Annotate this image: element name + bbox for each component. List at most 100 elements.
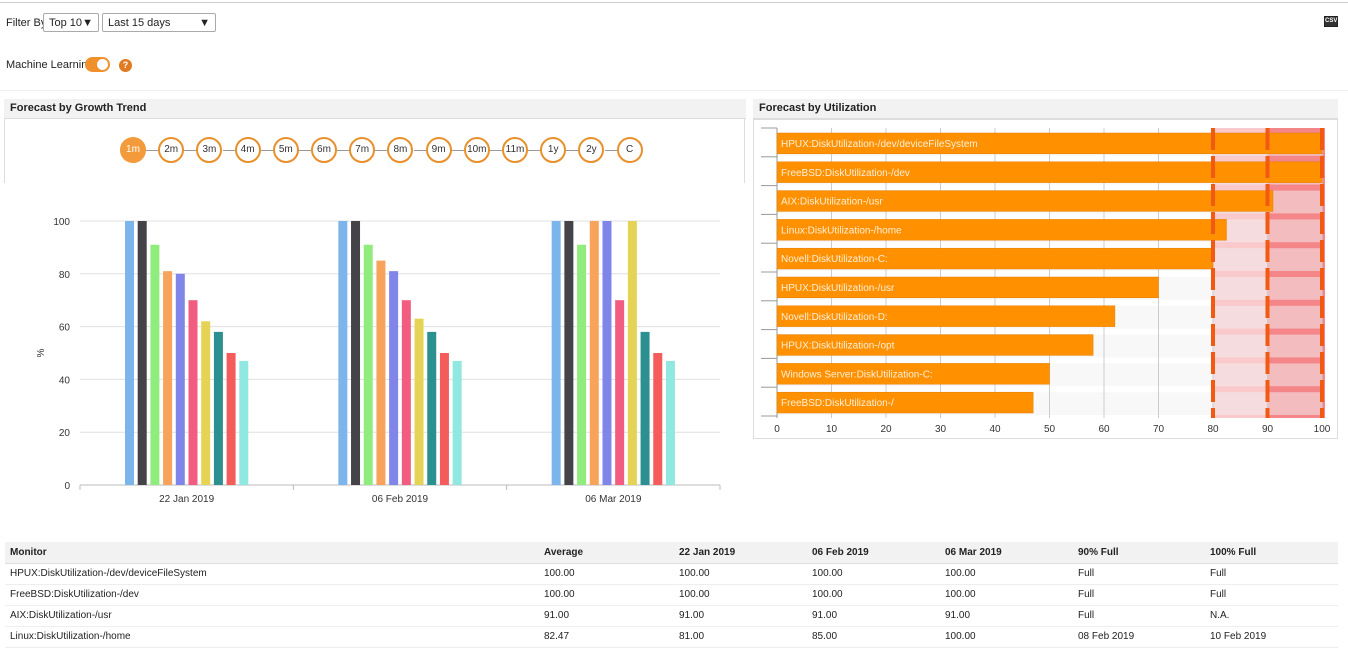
bar[interactable] [439,353,449,485]
period-7m[interactable]: 7m [349,137,376,163]
column-header[interactable]: 06 Mar 2019 [940,542,1073,564]
bar[interactable] [640,331,650,485]
period-1m[interactable]: 1m [120,137,146,163]
top-n-value: Top 10 [49,16,83,29]
table-row[interactable]: HPUX:DiskUtilization-/dev/deviceFileSyst… [5,563,1338,585]
dropdown-arrow-icon: ▼ [199,16,210,29]
period-9m[interactable]: 9m [425,137,452,163]
bar-label: FreeBSD:DiskUtilization-/ [781,398,894,409]
bar[interactable] [401,300,411,485]
bar[interactable] [201,321,211,485]
bar-label: HPUX:DiskUtilization-/opt [781,341,895,352]
bar[interactable] [239,360,249,485]
bar[interactable] [602,221,612,485]
period-8m[interactable]: 8m [387,137,414,163]
help-icon[interactable]: ? [119,59,132,72]
table-cell: HPUX:DiskUtilization-/dev/deviceFileSyst… [5,563,539,585]
x-tick-label: 06 Feb 2019 [372,494,429,505]
table-cell: Full [1205,584,1338,606]
table-cell: 91.00 [940,605,1073,627]
bar[interactable] [564,221,574,485]
table-cell: 100.00 [940,626,1073,648]
bar-label: AIX:DiskUtilization-/usr [781,197,883,208]
bar[interactable] [363,244,373,485]
table-cell: N.A. [1205,605,1338,627]
bar[interactable] [776,219,1227,241]
bar[interactable] [627,221,637,485]
x-tick-label: 22 Jan 2019 [159,494,214,505]
period-connector [604,150,617,151]
bar[interactable] [776,305,1116,327]
bar[interactable] [175,273,185,485]
table-row[interactable]: FreeBSD:DiskUtilization-/dev 100.00 100.00… [5,584,1338,606]
x-tick-label: 10 [826,424,838,435]
table-cell: Full [1205,563,1338,585]
bar[interactable] [188,300,198,485]
bar[interactable] [452,360,462,485]
bar[interactable] [589,221,599,485]
period-connector [260,150,273,151]
table-cell: 10 Feb 2019 [1205,626,1338,648]
bar[interactable] [665,360,675,485]
bar[interactable] [150,244,160,485]
column-header[interactable]: 06 Feb 2019 [807,542,940,564]
table-row[interactable]: Linux:DiskUtilization-/home 82.47 81.00 85.… [5,626,1338,648]
bar[interactable] [653,353,663,485]
table-cell: 100.00 [940,563,1073,585]
period-connector [528,150,541,151]
table-cell: 100.00 [539,563,674,585]
bar[interactable] [776,276,1159,299]
bar[interactable] [615,300,625,485]
period-11m[interactable]: 11m [502,137,528,163]
period-4m[interactable]: 4m [234,137,261,163]
bar[interactable] [427,331,437,485]
y-tick-label: 20 [59,428,71,439]
machine-learning-toggle[interactable] [85,57,110,72]
period-6m[interactable]: 6m [311,137,337,163]
column-header[interactable]: Monitor [5,542,539,564]
bar[interactable] [213,331,223,485]
period-connector [337,150,350,151]
x-tick-label: 30 [935,424,947,435]
bar[interactable] [351,221,361,485]
csv-export-icon[interactable]: CSV [1324,16,1338,27]
top-n-select[interactable]: Top 10 ▼ [43,13,99,32]
column-header[interactable]: Average [539,542,674,564]
column-header[interactable]: 90% Full [1073,542,1205,564]
column-header[interactable]: 22 Jan 2019 [674,542,807,564]
table-cell: 91.00 [807,605,940,627]
x-tick-label: 90 [1262,424,1274,435]
table-cell: 100.00 [807,563,940,585]
bar[interactable] [376,260,386,485]
utilization-panel-title: Forecast by Utilization [753,99,1338,119]
bar[interactable] [137,221,147,485]
period-3m[interactable]: 3m [196,137,223,163]
bar[interactable] [776,363,1050,385]
table-row[interactable]: AIX:DiskUtilization-/usr 91.00 91.00 91.00 9… [5,605,1338,627]
bar[interactable] [776,391,1034,414]
period-C[interactable]: C [616,137,643,163]
table-cell: 85.00 [807,626,940,648]
period-2y[interactable]: 2y [578,137,605,163]
x-tick-label: 06 Mar 2019 [585,494,642,505]
period-1y[interactable]: 1y [540,137,567,163]
bar[interactable] [551,221,561,485]
bar[interactable] [776,334,1094,356]
period-2m[interactable]: 2m [158,137,185,163]
bar[interactable] [577,244,587,485]
column-header[interactable]: 100% Full [1205,542,1338,564]
bar-label: HPUX:DiskUtilization-/dev/deviceFileSyst… [781,139,978,150]
bar[interactable] [414,318,424,485]
utilization-chart: 0 10 20 30 40 50 60 70 80 90 100 HPUX:DiskUtilizati… [761,127,1331,435]
bar[interactable] [338,221,348,485]
period-connector [490,150,502,151]
date-range-select[interactable]: Last 15 days ▼ [102,13,216,32]
period-10m[interactable]: 10m [463,137,490,163]
period-5m[interactable]: 5m [272,137,299,163]
bar[interactable] [776,190,1274,212]
bar[interactable] [226,353,236,485]
table-header-row: Monitor Average 22 Jan 2019 06 Feb 2019 06 M… [5,542,1338,564]
bar[interactable] [163,271,173,485]
bar[interactable] [389,271,399,485]
bar[interactable] [125,221,134,485]
